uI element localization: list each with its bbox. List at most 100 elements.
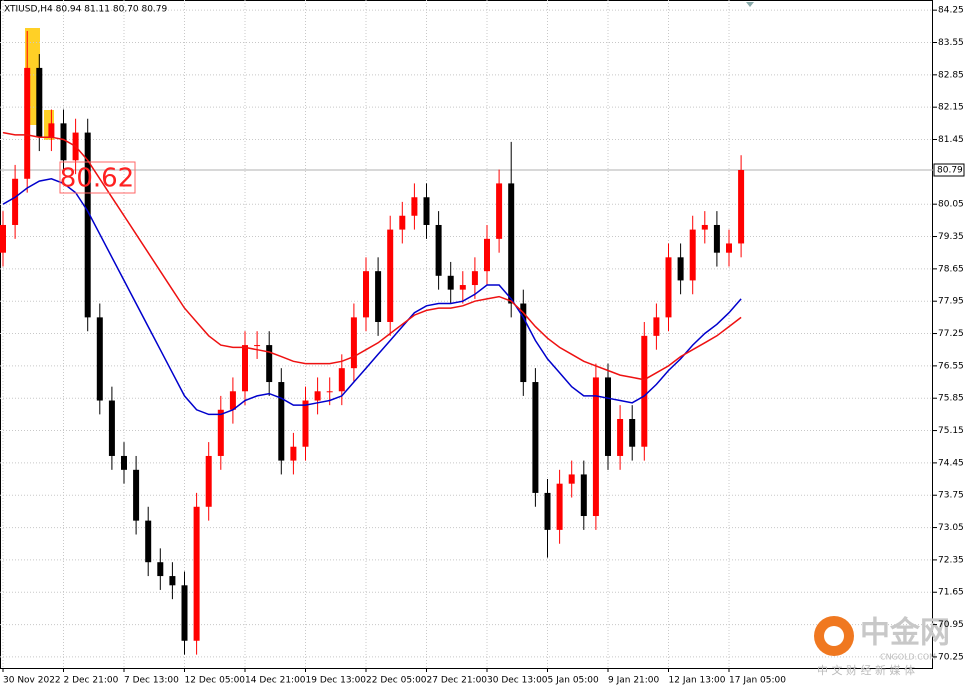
candle-body xyxy=(266,345,273,383)
candle-body xyxy=(423,197,430,225)
y-tick-label: 74.45 xyxy=(938,458,964,468)
candle-body xyxy=(242,345,248,392)
x-tick-label: 7 Dec 13:00 xyxy=(124,676,179,686)
watermark-site: CNGOLD.COM xyxy=(880,653,936,662)
candle-body xyxy=(568,474,575,484)
x-tick-label: 22 Dec 05:00 xyxy=(366,676,427,686)
candle-body xyxy=(387,229,394,322)
candle-body xyxy=(193,506,200,641)
candle-body xyxy=(254,345,261,347)
candle-body xyxy=(726,243,732,253)
candle-body xyxy=(629,419,636,447)
x-tick-label: 2 Dec 21:00 xyxy=(64,676,119,686)
y-tick-label: 77.25 xyxy=(938,329,964,339)
candle-body xyxy=(508,183,515,304)
candle-body xyxy=(532,382,539,493)
y-tick-label: 81.45 xyxy=(938,135,964,145)
y-tick-label: 84.25 xyxy=(938,6,964,16)
candle-body xyxy=(157,562,164,577)
candle-body xyxy=(181,585,188,641)
candle-body xyxy=(133,469,140,521)
annotation: 80.62 xyxy=(60,164,134,194)
candle-body xyxy=(229,391,236,410)
y-tick-label: 73.75 xyxy=(938,491,964,501)
logo xyxy=(824,626,844,646)
candle-body xyxy=(435,224,442,276)
x-tick-label: 19 Dec 13:00 xyxy=(306,676,367,686)
candle-body xyxy=(375,271,382,322)
candle-body xyxy=(641,335,648,447)
grid xyxy=(0,0,933,668)
x-tick-label: 9 Jan 21:00 xyxy=(608,676,660,686)
scroll-marker xyxy=(746,2,754,7)
candle-body xyxy=(605,377,611,456)
candle-body xyxy=(363,271,369,318)
x-tick-label: 30 Nov 2022 xyxy=(3,676,61,686)
y-tick-label: 75.15 xyxy=(938,426,964,436)
y-tick-label: 77.95 xyxy=(938,297,964,307)
candle-body xyxy=(169,576,176,586)
candle-body xyxy=(399,215,406,230)
candle-body xyxy=(689,229,696,281)
candle-body xyxy=(121,455,127,470)
marks xyxy=(0,30,745,655)
candle-body xyxy=(36,67,43,138)
moving-average xyxy=(2,131,742,381)
candle-body xyxy=(665,257,672,318)
candle-body xyxy=(338,368,345,392)
candle-body xyxy=(278,382,285,461)
y-tick-label: 78.65 xyxy=(938,264,964,274)
candle-body xyxy=(96,317,103,401)
candle-body xyxy=(60,123,67,161)
x-tick-label: 17 Jan 05:00 xyxy=(729,676,786,686)
x-tick-label: 12 Jan 13:00 xyxy=(669,676,726,686)
x-tick-label: 14 Dec 21:00 xyxy=(245,676,306,686)
candle-body xyxy=(290,446,297,461)
candle-body xyxy=(48,123,55,138)
watermark-brand: 中金网 xyxy=(860,616,950,651)
x-tick-label: 27 Dec 21:00 xyxy=(427,676,488,686)
candle-body xyxy=(556,483,563,530)
y-tick-label: 82.15 xyxy=(938,103,964,113)
y-tick-label: 70.95 xyxy=(938,620,964,630)
chart-header: XTIUSD,H4 80.94 81.11 80.70 80.79 xyxy=(4,5,168,15)
candle-body xyxy=(617,419,624,456)
candle-body xyxy=(701,224,708,230)
y-tick-label: 70.25 xyxy=(938,652,964,662)
y-tick-label: 76.55 xyxy=(938,361,964,371)
candle-body xyxy=(713,224,720,253)
y-tick-label: 82.85 xyxy=(938,70,964,80)
last-price-tag xyxy=(933,163,965,177)
candle-body xyxy=(205,455,212,507)
y-tick-label: 83.55 xyxy=(938,38,964,48)
watermark-tagline: 中 文 财 经 新 媒 体 xyxy=(817,663,915,677)
x-tick-label: 5 Jan 05:00 xyxy=(548,676,600,686)
candle-body xyxy=(12,178,19,225)
annotation-box xyxy=(59,161,136,194)
y-tick-label: 79.35 xyxy=(938,232,964,242)
y-tick-label: 72.35 xyxy=(938,555,964,565)
candle-body xyxy=(459,285,466,290)
x-tick-label: 12 Dec 05:00 xyxy=(185,676,246,686)
plot-frame xyxy=(0,0,933,669)
candle-body xyxy=(484,238,490,272)
candle-body xyxy=(411,197,418,216)
candle-body xyxy=(217,409,224,456)
moving-average xyxy=(2,178,742,416)
candle-body xyxy=(447,275,454,290)
candle-body xyxy=(108,400,115,456)
candle-body xyxy=(653,317,660,336)
last-price-label: 80.79 xyxy=(937,166,963,176)
candle-body xyxy=(24,67,31,179)
candle-body xyxy=(302,400,309,447)
y-tick-label: 80.05 xyxy=(938,200,964,210)
candle-body xyxy=(314,391,321,401)
candle-body xyxy=(471,271,478,286)
y-tick-label: 75.85 xyxy=(938,394,964,404)
candle-body xyxy=(580,474,587,517)
candle-body xyxy=(738,170,745,244)
candle-body xyxy=(496,183,503,239)
candle-body xyxy=(0,224,6,253)
x-tick-label: 30 Dec 13:00 xyxy=(487,676,548,686)
